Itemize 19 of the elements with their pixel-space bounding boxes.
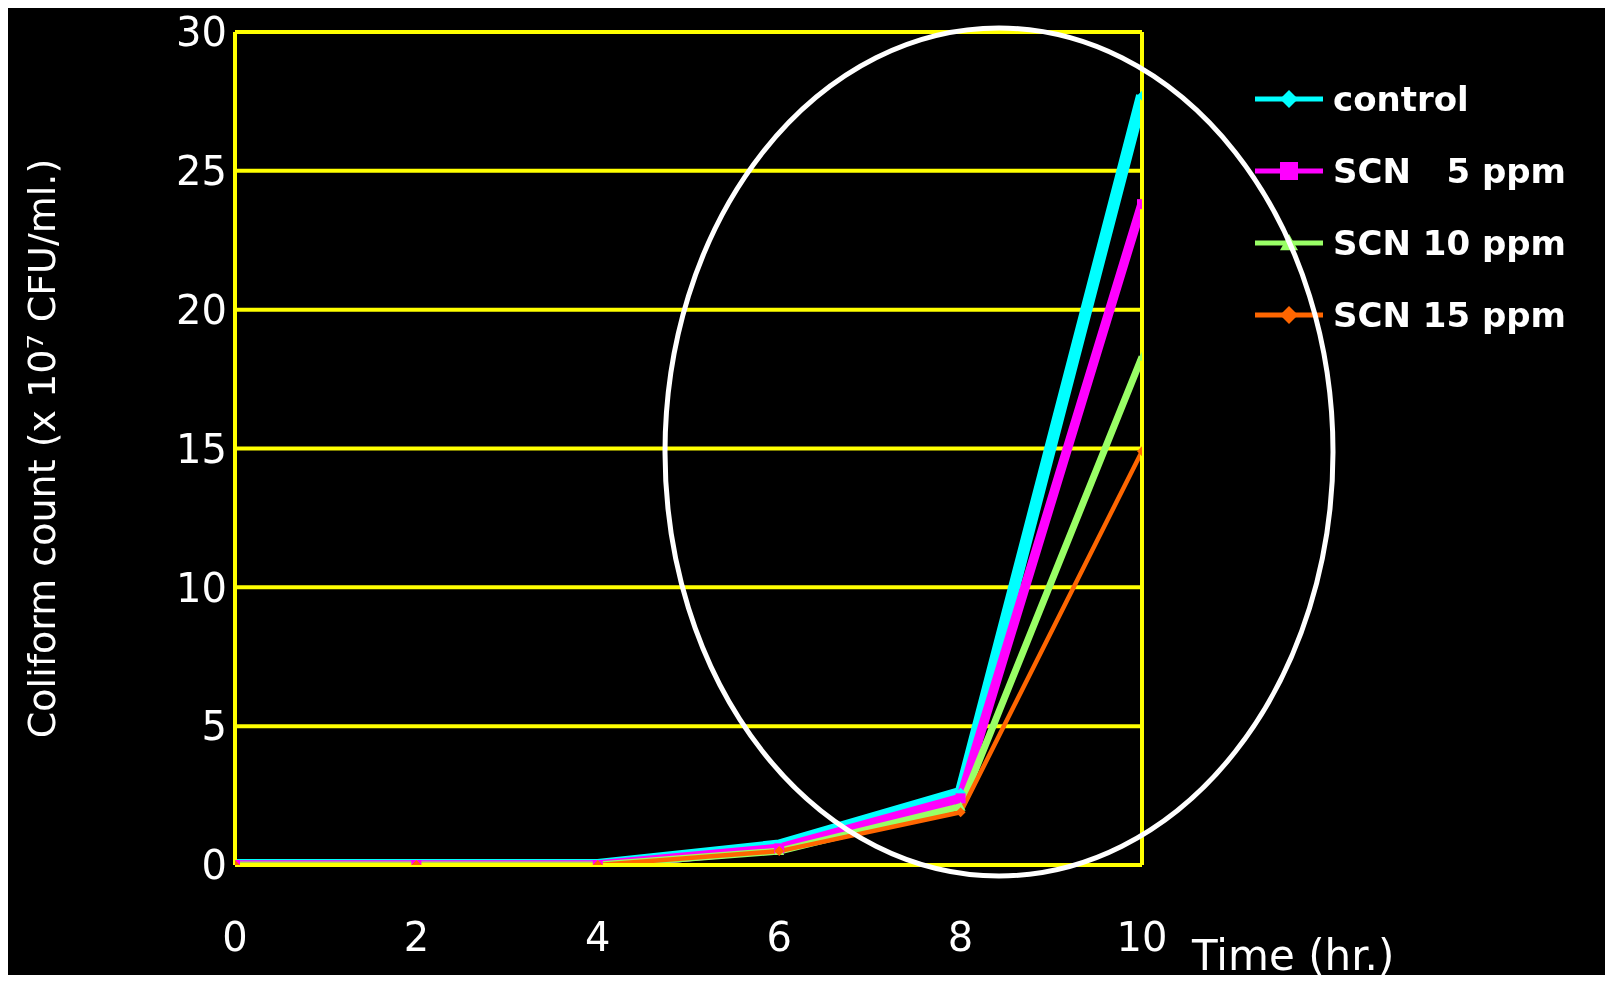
y-tick-label: 20: [176, 286, 227, 333]
x-tick-label: 8: [947, 914, 974, 961]
y-axis-title: Coliform count (x 10⁷ CFU/ml.): [20, 158, 65, 739]
y-tick-label: 5: [201, 703, 227, 750]
y-tick-label: 0: [201, 842, 227, 889]
legend-label: SCN 5 ppm: [1333, 151, 1567, 191]
legend-label: SCN 15 ppm: [1333, 295, 1566, 335]
y-tick-label: 25: [176, 148, 227, 195]
x-axis-title: Time (hr.): [1191, 930, 1395, 980]
y-tick-label: 30: [176, 9, 227, 56]
point: [955, 793, 966, 804]
x-tick-label: 4: [585, 914, 611, 961]
x-tick-label: 10: [1116, 914, 1168, 961]
x-tick-label: 6: [766, 914, 792, 961]
legend-label: SCN 10 ppm: [1333, 223, 1566, 263]
x-tick-label: 2: [403, 914, 430, 961]
y-tick-label: 15: [176, 425, 227, 472]
y-tick-label: 10: [176, 564, 227, 611]
legend-label: control: [1333, 79, 1469, 119]
